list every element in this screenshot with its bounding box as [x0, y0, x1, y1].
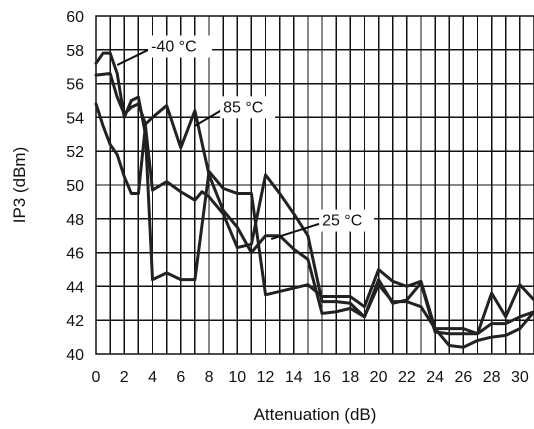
x-axis-label: Attenuation (dB) — [254, 405, 377, 424]
x-tick-label: 24 — [426, 369, 444, 386]
annotation-leader-3 — [270, 222, 321, 241]
annotation-leader-2 — [194, 109, 222, 127]
y-tick-label: 54 — [66, 110, 84, 127]
y-tick-label: 46 — [66, 246, 84, 263]
series-line-2 — [94, 102, 534, 336]
x-tick-label: 12 — [257, 369, 275, 386]
annotation-group: -40 °C 85 °C 25 °C — [116, 35, 375, 241]
x-tick-label: 4 — [148, 369, 157, 386]
x-tick-label: 2 — [120, 369, 129, 386]
y-tick-label: 42 — [66, 313, 84, 330]
y-tick-label: 48 — [66, 212, 84, 229]
x-tick-label: 10 — [228, 369, 246, 386]
y-tick-label: 50 — [66, 178, 84, 195]
x-axis-ticks: 0 2 4 6 8 10 12 14 16 18 20 22 24 26 28 30 — [92, 369, 529, 386]
data-series-group — [94, 51, 534, 349]
y-tick-label: 40 — [66, 347, 84, 364]
y-tick-label: 58 — [66, 43, 84, 60]
x-tick-label: 22 — [398, 369, 416, 386]
annotation-leader-1 — [116, 48, 150, 66]
x-tick-label: 18 — [341, 369, 359, 386]
y-axis-ticks: 40 42 44 46 48 50 52 54 56 58 60 — [66, 9, 84, 364]
x-tick-label: 0 — [92, 369, 101, 386]
x-tick-label: 14 — [285, 369, 303, 386]
x-tick-label: 8 — [205, 369, 214, 386]
annotation-label-box-1 — [148, 35, 213, 58]
x-tick-label: 28 — [483, 369, 501, 386]
plot-frame — [95, 15, 534, 355]
series-line-3 — [94, 71, 534, 349]
x-tick-label: 6 — [176, 369, 185, 386]
annotation-label-3: 25 °C — [322, 213, 362, 230]
y-axis-label: IP3 (dBm) — [10, 147, 29, 224]
y-tick-label: 44 — [66, 279, 84, 296]
x-tick-label: 20 — [370, 369, 388, 386]
annotation-label-box-2 — [220, 96, 276, 119]
annotation-label-2: 85 °C — [223, 99, 263, 116]
y-tick-label: 60 — [66, 9, 84, 26]
y-tick-label: 56 — [66, 77, 84, 94]
x-tick-label: 16 — [313, 369, 331, 386]
series-line-1 — [94, 51, 534, 336]
x-tick-label: 30 — [511, 369, 529, 386]
annotation-label-1: -40 °C — [151, 38, 197, 55]
x-tick-label: 26 — [454, 369, 472, 386]
y-tick-label: 52 — [66, 144, 84, 161]
annotation-label-box-3 — [319, 209, 375, 232]
